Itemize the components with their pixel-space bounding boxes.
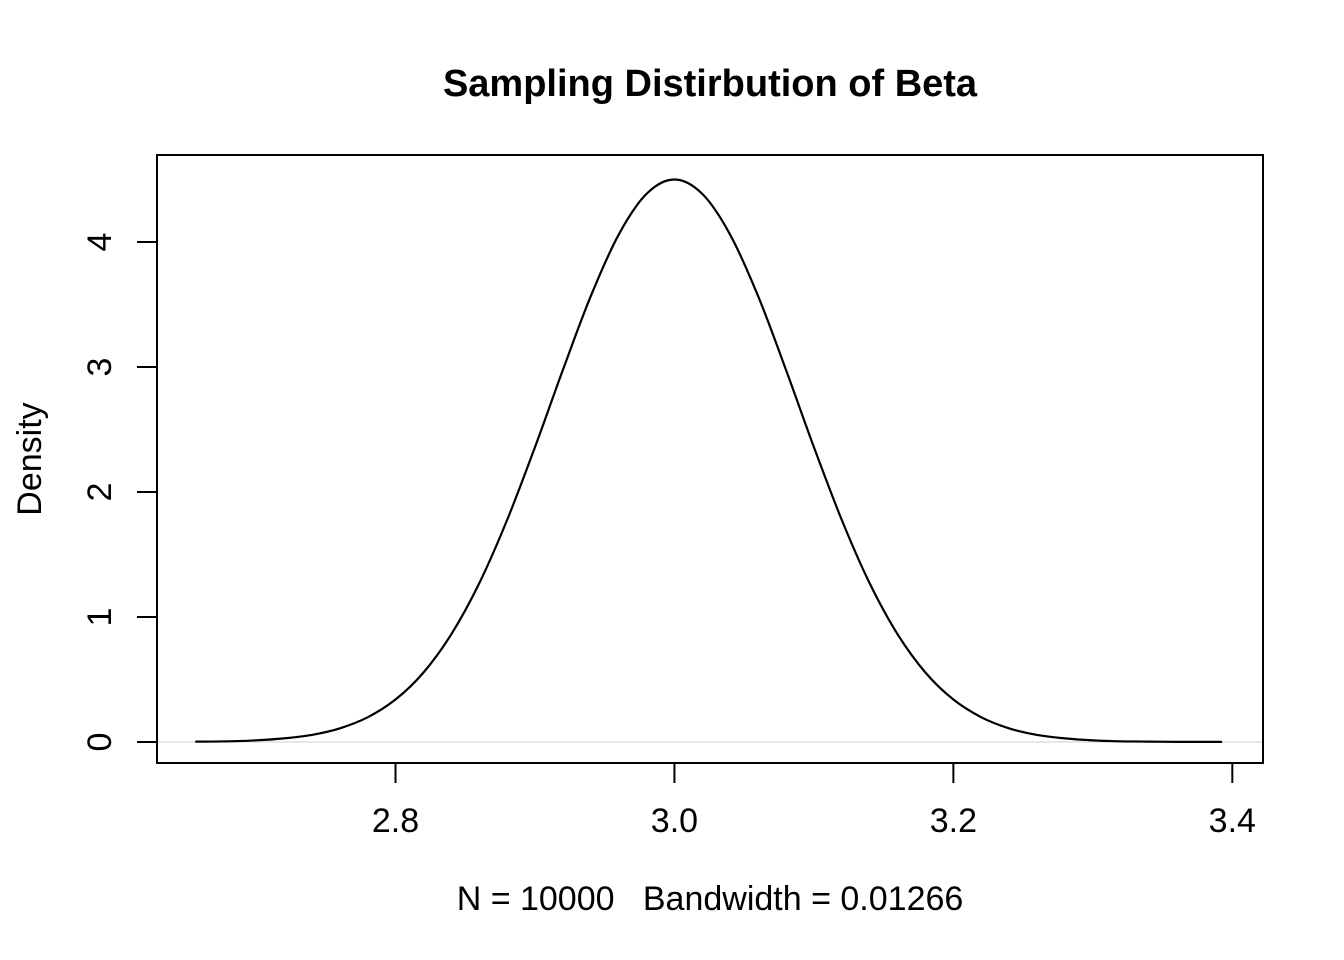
x-axis-title: N = 10000 Bandwidth = 0.01266	[457, 880, 964, 918]
x-tick-label: 3.0	[651, 802, 698, 840]
x-tick-label: 3.2	[930, 802, 977, 840]
x-tick-label: 2.8	[372, 802, 419, 840]
chart-title: Sampling Distirbution of Beta	[443, 63, 978, 105]
y-tick-label: 3	[81, 358, 119, 377]
y-tick-label: 1	[81, 608, 119, 627]
y-tick-label: 2	[81, 483, 119, 502]
plot-border	[156, 154, 1264, 764]
y-tick-label: 4	[81, 233, 119, 252]
y-tick-label: 0	[81, 733, 119, 752]
x-tick-label: 3.4	[1209, 802, 1256, 840]
density-curve	[195, 178, 1223, 744]
plot-area: 2.8 3.0 3.2 3.4 0 1 2 3 4	[81, 154, 1264, 840]
y-axis-title: Density	[11, 402, 49, 515]
